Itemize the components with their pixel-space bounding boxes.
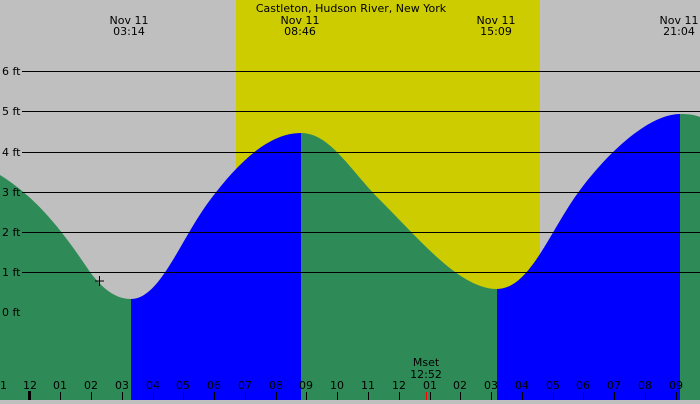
x-tick-label: 12 <box>23 379 37 392</box>
event-time: 15:09 <box>480 25 512 38</box>
x-tick-label: 05 <box>176 379 190 392</box>
x-tick-label: 12 <box>392 379 406 392</box>
x-tick-label: 06 <box>576 379 590 392</box>
event-date: Nov 11 <box>281 14 320 27</box>
event-date: Nov 11 <box>660 14 699 27</box>
y-tick-label: 6 ft <box>2 65 21 78</box>
x-tick-label: 01 <box>423 379 437 392</box>
event-time: 08:46 <box>284 25 316 38</box>
y-tick-label: 5 ft <box>2 105 21 118</box>
x-tick-label: 08 <box>638 379 652 392</box>
event-date: Nov 11 <box>110 14 149 27</box>
x-tick-label: 03 <box>115 379 129 392</box>
event-labels: Nov 11 03:14 Nov 11 08:46 Nov 11 15:09 N… <box>110 14 699 38</box>
rising-tide-area-2 <box>497 114 680 400</box>
crosshair-marker <box>95 276 104 286</box>
event-time: 21:04 <box>663 25 695 38</box>
y-tick-label: 4 ft <box>2 146 21 159</box>
chart-title: Castleton, Hudson River, New York <box>256 2 447 15</box>
y-axis-labels: 6 ft 5 ft 4 ft 3 ft 2 ft 1 ft 0 ft <box>2 65 21 319</box>
x-axis-ticks <box>28 391 677 400</box>
x-tick-label: 07 <box>607 379 621 392</box>
x-tick-label: 01 <box>53 379 67 392</box>
y-tick-label: 3 ft <box>2 186 21 199</box>
falling-tide-area-3 <box>680 114 700 400</box>
x-tick-label: 11 <box>361 379 375 392</box>
y-tick-label: 2 ft <box>2 226 21 239</box>
rising-tide-area-1 <box>131 133 301 400</box>
x-axis-labels: 11 12 01 02 03 04 05 06 07 08 09 10 11 1… <box>0 379 683 392</box>
gridlines <box>22 71 700 273</box>
x-tick-label: 06 <box>207 379 221 392</box>
x-tick-label: 02 <box>453 379 467 392</box>
x-tick-label: 10 <box>330 379 344 392</box>
x-tick-label: 11 <box>0 379 7 392</box>
x-tick-label: 04 <box>515 379 529 392</box>
x-tick-label: 03 <box>484 379 498 392</box>
x-tick-label: 09 <box>299 379 313 392</box>
moonset-time: 12:52 <box>410 368 442 381</box>
x-tick-label: 02 <box>84 379 98 392</box>
x-tick-label: 08 <box>269 379 283 392</box>
event-date: Nov 11 <box>477 14 516 27</box>
y-tick-label: 1 ft <box>2 266 21 279</box>
falling-tide-area-2 <box>301 133 497 400</box>
y-tick-label: 0 ft <box>2 306 21 319</box>
x-tick-label: 05 <box>546 379 560 392</box>
event-time: 03:14 <box>113 25 145 38</box>
moonset-label: Mset <box>413 356 440 369</box>
x-tick-label: 04 <box>146 379 160 392</box>
falling-tide-area-1 <box>0 175 131 400</box>
x-tick-label: 07 <box>238 379 252 392</box>
x-tick-label: 09 <box>669 379 683 392</box>
